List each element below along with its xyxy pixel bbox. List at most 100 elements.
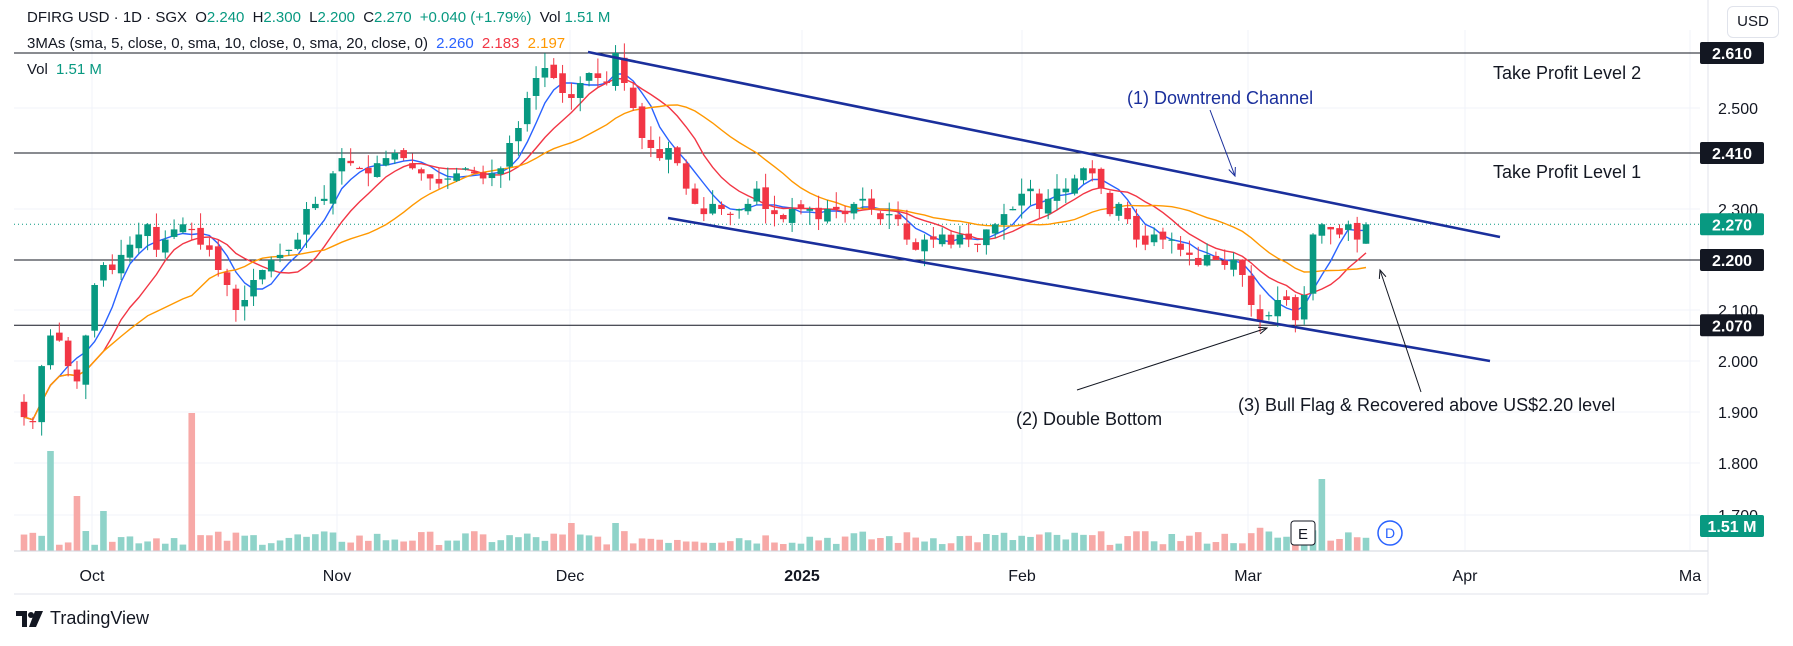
candle-body [144, 224, 151, 237]
candle-body [868, 198, 875, 209]
annotations: Take Profit Level 2 Take Profit Level 1 (1… [1016, 63, 1641, 546]
candle-body [56, 332, 63, 341]
volume-bar [806, 536, 814, 551]
volume-bar [1159, 544, 1167, 551]
candle-body [435, 178, 443, 184]
volume-bar [444, 540, 452, 551]
volume-bar [700, 542, 708, 551]
candle-body [82, 335, 90, 385]
candle-body [161, 239, 169, 253]
volume-bar [1327, 540, 1334, 551]
candle-body [903, 223, 911, 240]
candle-body [885, 214, 893, 216]
change-value: +0.040 (+1.79%) [419, 9, 532, 26]
volume-bar [206, 535, 213, 551]
candle-body [515, 128, 522, 142]
candle-body [612, 53, 619, 86]
candle-body [779, 214, 787, 220]
volume-bar [1089, 535, 1096, 551]
low-value: 2.200 [317, 9, 356, 26]
volume-bar [638, 538, 646, 551]
volume-bar [1027, 536, 1034, 551]
price-label: 2.200 [1712, 253, 1752, 270]
volume-bar [47, 451, 54, 551]
volume-bar [974, 542, 981, 551]
candle-body [568, 94, 575, 98]
volume-bar [453, 540, 460, 551]
price-label-box [1700, 249, 1764, 271]
ma-legend: 3MAs (sma, 5, close, 0, sma, 10, close, … [27, 35, 428, 52]
volume-bar [735, 538, 743, 551]
ma10-value: 2.183 [481, 35, 520, 52]
candle-body [665, 148, 672, 160]
volume-bar [727, 541, 734, 551]
price-label: 2.610 [1712, 46, 1752, 63]
volume-bar [312, 534, 319, 551]
channel-lower-line [667, 216, 1491, 363]
candle-body [294, 239, 301, 249]
volume-bar [382, 540, 390, 551]
candle-body [1345, 224, 1352, 230]
candle-body [753, 188, 761, 202]
x-tick-label: Nov [323, 568, 351, 585]
candle-body [965, 233, 972, 240]
vol-header: Vol 1.51 M [27, 61, 106, 79]
volume-bar [497, 540, 505, 551]
volume-bar [815, 540, 822, 551]
candle-body [938, 234, 946, 245]
dividend-marker-label: D [1385, 525, 1395, 541]
candle-body [1212, 255, 1220, 260]
volume-bar [956, 536, 964, 551]
candle-body [347, 160, 354, 164]
candle-body [824, 209, 831, 222]
open-label: O [195, 9, 207, 26]
volume-label: Vol [539, 9, 561, 26]
candle-body [859, 198, 867, 201]
volume-bar [1009, 540, 1017, 551]
volume-bar [1230, 543, 1237, 551]
horizontal-levels [14, 52, 1708, 326]
tradingview-icon [16, 610, 43, 627]
volume-bar [1353, 537, 1361, 551]
volume-bar [435, 544, 443, 551]
volume-bar [73, 496, 81, 551]
volume-bar [470, 531, 478, 551]
candle-body [850, 203, 858, 214]
volume-bar [1115, 543, 1123, 551]
y-tick-label: 2.500 [1718, 101, 1758, 118]
candle-body [320, 198, 328, 201]
volume-bar [983, 533, 990, 551]
volume-bar [64, 542, 72, 551]
volume-value: 1.51 M [564, 9, 611, 26]
volume-bar [276, 540, 284, 551]
volume-bar [1000, 532, 1008, 551]
price-label: 2.410 [1712, 146, 1752, 163]
candle-body [1327, 226, 1334, 230]
x-tick-label: Oct [80, 568, 105, 585]
candle-body [497, 168, 505, 175]
earnings-marker-label: E [1298, 526, 1308, 543]
volume-bar [912, 537, 920, 551]
volume-axis-label: 1.51 M [1708, 519, 1757, 536]
candle-body [1133, 215, 1140, 240]
candle-body [179, 224, 187, 233]
candle-body [541, 68, 549, 78]
volume-bar [232, 532, 240, 551]
volume-bar [161, 543, 169, 551]
candle-body [206, 245, 213, 250]
volume-bar [559, 534, 566, 551]
candle-body [1168, 239, 1176, 241]
candle-body [983, 229, 990, 246]
currency-button[interactable]: USD [1727, 6, 1779, 38]
candle-body [674, 147, 681, 164]
candle-body [391, 153, 399, 160]
candle-body [506, 143, 513, 167]
candle-body [453, 173, 460, 181]
volume-bar [1141, 531, 1149, 551]
volume-bar [797, 543, 805, 551]
candle-body [1000, 214, 1008, 225]
tradingview-logo[interactable]: TradingView [16, 608, 149, 629]
volume-bar [1053, 534, 1061, 551]
volume-bar [1124, 536, 1131, 551]
